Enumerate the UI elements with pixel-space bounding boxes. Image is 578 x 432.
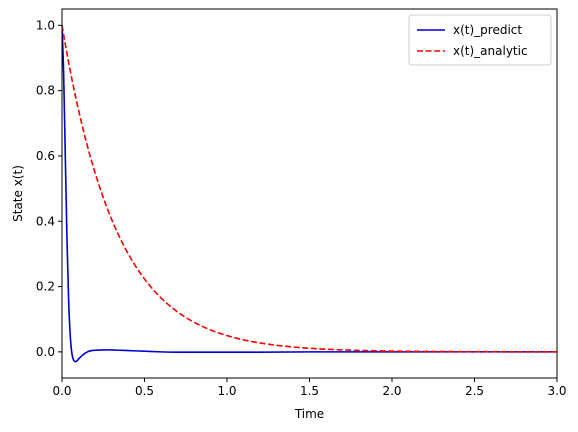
y-tick-label: 0.2 xyxy=(36,280,55,294)
y-tick-label: 0.4 xyxy=(36,214,55,228)
legend-label-analytic: x(t)_analytic xyxy=(453,44,528,58)
x-tick-label: 0.0 xyxy=(52,384,71,398)
x-tick-label: 1.0 xyxy=(217,384,236,398)
y-tick-label: 0.6 xyxy=(36,149,55,163)
y-tick-label: 1.0 xyxy=(36,18,55,32)
series-line-predict xyxy=(62,25,557,363)
y-axis-label: State x(t) xyxy=(11,165,25,222)
x-tick-label: 2.0 xyxy=(382,384,401,398)
series-layer xyxy=(62,25,557,363)
x-tick-label: 2.5 xyxy=(465,384,484,398)
x-axis-ticks: 0.0 0.5 1.0 1.5 2.0 2.5 3.0 xyxy=(52,378,567,398)
legend-label-predict: x(t)_predict xyxy=(453,23,522,37)
x-tick-label: 0.5 xyxy=(135,384,154,398)
y-tick-label: 0.8 xyxy=(36,84,55,98)
plot-area xyxy=(62,9,557,378)
x-tick-label: 1.5 xyxy=(300,384,319,398)
x-tick-label: 3.0 xyxy=(547,384,566,398)
legend-box xyxy=(408,14,552,66)
y-tick-label: 0.0 xyxy=(36,345,55,359)
plot-background xyxy=(62,9,557,378)
series-line-analytic xyxy=(62,25,557,353)
y-axis-ticks: 0.0 0.2 0.4 0.6 0.8 1.0 xyxy=(36,18,62,359)
x-axis-label: Time xyxy=(294,407,324,421)
legend: x(t)_predict x(t)_analytic xyxy=(408,14,552,66)
